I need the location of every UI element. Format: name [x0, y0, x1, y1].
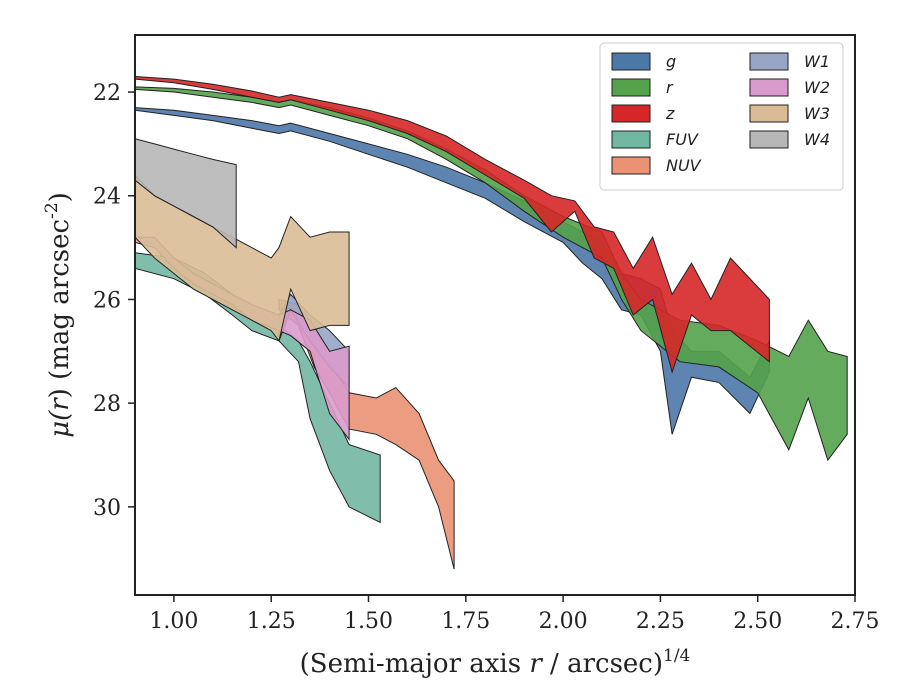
legend-label-w4: W4 — [804, 130, 830, 149]
x-tick-label: 2.75 — [831, 609, 880, 634]
legend-label-g: g — [666, 52, 676, 71]
legend-swatch-w2 — [749, 78, 789, 97]
x-tick-label: 2.50 — [733, 609, 782, 634]
ticks-layer: 1.00 1.25 1.50 1.75 2.00 2.25 2.50 2.75 22 24 26 28… — [93, 81, 879, 634]
x-tick-label: 1.00 — [149, 609, 198, 634]
x-tick-label: 1.25 — [247, 609, 296, 634]
legend-label-z: z — [665, 104, 675, 123]
legend-swatch-w1 — [749, 52, 789, 71]
bands-layer — [135, 75, 848, 570]
y-tick-label: 30 — [93, 496, 121, 521]
x-tick-label: 2.25 — [636, 609, 685, 634]
x-tick-label: 1.75 — [441, 609, 490, 634]
legend-swatch-nuv — [611, 156, 651, 175]
legend-label-fuv: FUV — [666, 130, 699, 149]
x-tick-label: 2.00 — [539, 609, 588, 634]
legend-label-w1: W1 — [804, 52, 830, 71]
y-tick-label: 22 — [93, 81, 121, 106]
x-axis-label: (Semi-major axis r / arcsec)1/4 — [300, 646, 691, 679]
x-tick-label: 1.50 — [344, 609, 393, 634]
legend-label-r: r — [666, 78, 674, 97]
legend: grz FUV NUV W1 W2 W3 W4 — [599, 42, 844, 191]
plot-frame — [134, 34, 856, 596]
legend-swatch-w3 — [749, 104, 789, 123]
legend-label-w2: W2 — [804, 78, 830, 97]
y-axis-label: μ(r) (mag arcsec-2) — [42, 192, 75, 438]
legend-label-nuv: NUV — [666, 156, 702, 175]
legend-swatch-r — [611, 78, 651, 97]
legend-label-w3: W3 — [804, 104, 830, 123]
y-tick-label: 26 — [93, 288, 121, 313]
legend-swatch-fuv — [611, 130, 651, 149]
band-w4 — [135, 138, 237, 249]
y-tick-label: 24 — [93, 185, 121, 210]
y-tick-label: 28 — [93, 392, 121, 417]
band-z — [135, 75, 770, 374]
legend-swatch-g — [611, 52, 651, 71]
legend-swatch-z — [611, 104, 651, 123]
legend-swatch-w4 — [749, 130, 789, 149]
